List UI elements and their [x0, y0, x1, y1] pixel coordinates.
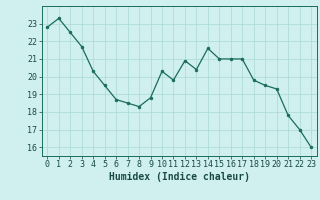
- X-axis label: Humidex (Indice chaleur): Humidex (Indice chaleur): [109, 172, 250, 182]
